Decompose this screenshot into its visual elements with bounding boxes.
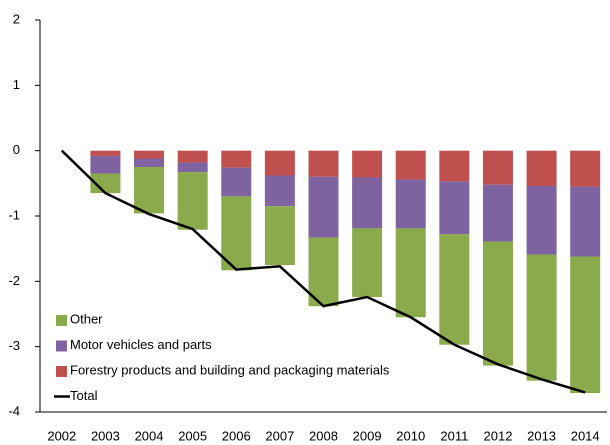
bar-segment [221,167,252,197]
bar-segment [308,150,339,177]
x-tick-label: 2014 [571,428,600,443]
bar-segment [570,186,601,257]
bar-segment [482,184,513,242]
bar-segment [134,150,165,159]
bar-segment [177,172,208,230]
bar-segment [264,206,295,265]
legend-label: Total [70,388,98,403]
x-tick-label: 2010 [396,428,425,443]
bar-segment [526,254,557,381]
bar-segment [352,177,383,229]
bar-segment [526,150,557,186]
bar-segment [439,181,470,235]
bar-segment [177,150,208,163]
total-line [60,149,586,394]
bar-segment [177,162,208,173]
x-tick-label: 2006 [222,428,251,443]
bar-segment [526,185,557,255]
bar-segment [90,173,121,194]
bar-segment [482,241,513,366]
x-tick-label: 2003 [91,428,120,443]
x-tick-label: 2007 [265,428,294,443]
bar-segment [570,256,601,394]
legend-label: Other [70,311,103,326]
bar-segment [395,228,426,318]
bar-segment [221,196,252,271]
bar-segment [264,175,295,207]
legend-swatch [56,340,67,352]
x-tick-label: 2005 [178,428,207,443]
bar-segment [221,150,252,168]
x-tick-label: 2011 [440,428,468,443]
y-tick-label: -1 [8,207,20,222]
bar-segment [352,150,383,178]
x-tick-label: 2013 [527,428,556,443]
bar-segment [352,228,383,298]
y-tick-label: -2 [8,273,20,288]
bar-segment [570,150,601,187]
x-tick-label: 2004 [135,428,164,443]
x-tick-label: 2008 [309,428,338,443]
x-tick-label: 2002 [47,428,76,443]
legend-label: Motor vehicles and parts [70,337,212,352]
bar-segment [308,237,339,307]
legend-swatch [56,366,67,377]
x-tick-label: 2009 [353,428,382,443]
y-tick-label: -4 [8,403,20,418]
bar-segment [482,150,513,185]
legend-swatch [56,315,67,326]
y-tick-label: 2 [13,11,20,26]
x-tick-label: 2012 [484,428,513,443]
bar-segment [134,167,165,214]
legend-label: Forestry products and building and packa… [70,362,390,377]
bar-segment [395,179,426,229]
bar-segment [308,176,339,238]
y-tick-label: 1 [13,77,20,92]
bar-segment [90,150,121,156]
bar-segment [264,150,295,176]
y-tick-label: -3 [8,338,20,353]
bar-segment [134,158,165,167]
bar-segment [439,234,470,345]
bar-segment [439,150,470,182]
bar-segment [395,150,426,180]
y-tick-label: 0 [13,142,20,157]
bar-segment [90,155,121,174]
